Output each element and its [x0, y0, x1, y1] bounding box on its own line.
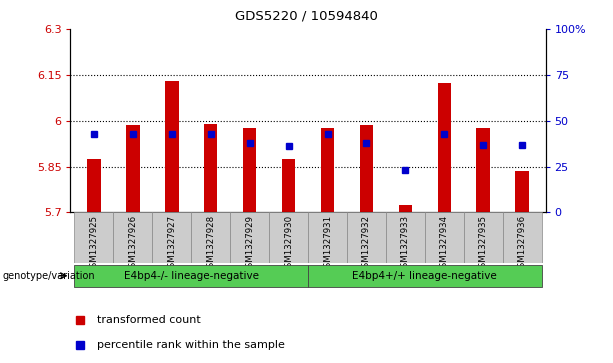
Bar: [87, 159, 101, 212]
Bar: [152, 212, 191, 263]
Bar: [438, 82, 451, 212]
Bar: [74, 265, 308, 287]
Text: GSM1327925: GSM1327925: [89, 215, 98, 273]
Text: GSM1327931: GSM1327931: [323, 215, 332, 273]
Text: E4bp4-/- lineage-negative: E4bp4-/- lineage-negative: [124, 271, 259, 281]
Bar: [398, 205, 412, 212]
Text: GSM1327936: GSM1327936: [518, 215, 527, 273]
Text: percentile rank within the sample: percentile rank within the sample: [97, 340, 284, 350]
Bar: [74, 212, 113, 263]
Bar: [113, 212, 152, 263]
Text: GSM1327932: GSM1327932: [362, 215, 371, 273]
Bar: [503, 212, 542, 263]
Bar: [308, 212, 347, 263]
Text: GSM1327929: GSM1327929: [245, 215, 254, 273]
Bar: [321, 129, 334, 212]
Bar: [464, 212, 503, 263]
Bar: [165, 81, 178, 212]
Bar: [191, 212, 230, 263]
Bar: [360, 125, 373, 212]
Bar: [425, 212, 464, 263]
Bar: [230, 212, 269, 263]
Bar: [204, 124, 218, 212]
Text: GDS5220 / 10594840: GDS5220 / 10594840: [235, 9, 378, 22]
Bar: [476, 129, 490, 212]
Bar: [386, 212, 425, 263]
Text: transformed count: transformed count: [97, 315, 200, 325]
Text: GSM1327928: GSM1327928: [206, 215, 215, 273]
Text: genotype/variation: genotype/variation: [3, 271, 96, 281]
Text: GSM1327930: GSM1327930: [284, 215, 293, 273]
Text: GSM1327933: GSM1327933: [401, 215, 410, 273]
Bar: [282, 159, 295, 212]
Text: GSM1327926: GSM1327926: [128, 215, 137, 273]
Text: GSM1327934: GSM1327934: [440, 215, 449, 273]
Bar: [126, 125, 140, 212]
Bar: [308, 265, 542, 287]
Bar: [269, 212, 308, 263]
Text: GSM1327935: GSM1327935: [479, 215, 488, 273]
Bar: [516, 171, 529, 212]
Bar: [243, 129, 256, 212]
Text: E4bp4+/+ lineage-negative: E4bp4+/+ lineage-negative: [352, 271, 497, 281]
Text: GSM1327927: GSM1327927: [167, 215, 177, 273]
Bar: [347, 212, 386, 263]
